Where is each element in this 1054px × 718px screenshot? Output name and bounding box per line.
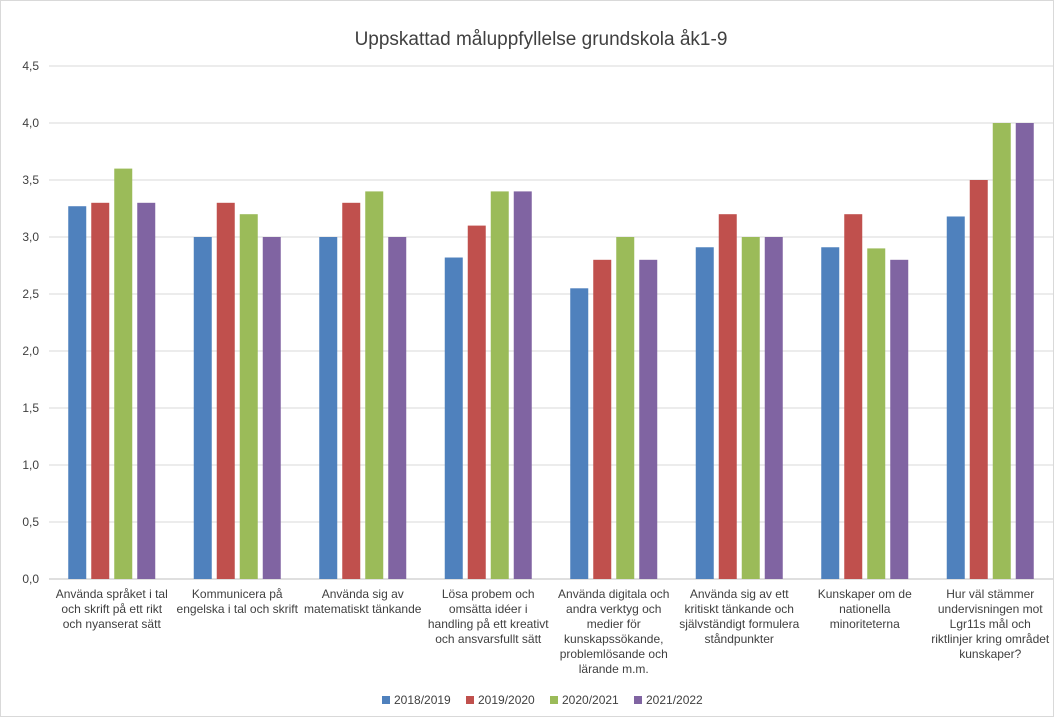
- bar: [867, 248, 886, 579]
- legend-label: 2021/2022: [646, 693, 703, 707]
- x-category-label: Lösa probem och omsätta idéer i handling p…: [428, 587, 549, 646]
- x-category-label: Använda sig av matematiskt tänkande: [304, 587, 422, 616]
- bar: [844, 214, 863, 579]
- legend-swatch: [550, 696, 558, 704]
- bar: [68, 206, 87, 579]
- bar: [114, 168, 133, 579]
- legend: 2018/2019 2019/2020 2020/2021 2021/2022: [382, 693, 703, 707]
- bar: [342, 202, 361, 580]
- bar: [695, 247, 714, 579]
- bar: [593, 259, 612, 579]
- bar: [570, 288, 589, 579]
- bar: [1015, 123, 1034, 579]
- bar: [639, 259, 658, 579]
- y-tick-label: 1,5: [22, 401, 39, 415]
- chart-title: Uppskattad måluppfyllelse grundskola åk1…: [355, 29, 728, 50]
- bar: [444, 257, 463, 579]
- y-tick-label: 3,0: [22, 230, 39, 244]
- bar: [992, 123, 1011, 579]
- y-tick-label: 2,0: [22, 344, 39, 358]
- bar: [91, 202, 110, 580]
- y-tick-label: 0,5: [22, 515, 39, 529]
- legend-swatch: [634, 696, 642, 704]
- bar: [741, 237, 760, 579]
- gridlines: [49, 65, 1053, 580]
- bar: [513, 191, 532, 579]
- x-category-label: Använda sig av ett kritiskt tänkande och s…: [679, 587, 799, 646]
- y-axis-ticks: 0,0 0,5 1,0 1,5 2,0 2,5 3,0 3,5 4,0 4,5: [22, 59, 39, 586]
- legend-swatch: [382, 696, 390, 704]
- bar: [718, 214, 737, 579]
- bar: [890, 259, 909, 579]
- bar: [467, 225, 486, 579]
- bar: [946, 216, 965, 580]
- y-tick-label: 4,0: [22, 116, 39, 130]
- bar: [616, 237, 635, 579]
- bars: [68, 123, 1034, 580]
- bar: [193, 237, 212, 579]
- x-category-label: Kunskaper om de nationella minoriteterna: [818, 587, 912, 631]
- x-category-label: Använda språket i tal och skrift på ett r…: [56, 587, 168, 631]
- bar: [821, 247, 840, 579]
- bar: [262, 237, 281, 579]
- bar: [365, 191, 384, 579]
- x-category-label: Hur väl stämmer undervisningen mot Lgr11s …: [931, 587, 1050, 661]
- bar: [137, 202, 156, 580]
- legend-label: 2018/2019: [394, 693, 451, 707]
- bar: [239, 214, 258, 579]
- y-tick-label: 0,0: [22, 572, 39, 586]
- y-tick-label: 3,5: [22, 173, 39, 187]
- y-tick-label: 1,0: [22, 458, 39, 472]
- bar: [319, 237, 338, 579]
- x-category-label: Använda digitala och andra verktyg och med…: [558, 587, 669, 676]
- bar: [490, 191, 509, 579]
- bar: [388, 237, 407, 579]
- legend-label: 2020/2021: [562, 693, 619, 707]
- x-category-label: Kommunicera på engelska i tal och skrift: [177, 587, 299, 616]
- y-tick-label: 4,5: [22, 59, 39, 73]
- bar: [216, 202, 235, 580]
- legend-label: 2019/2020: [478, 693, 535, 707]
- x-axis-categories: Använda språket i tal och skrift på ett r…: [56, 587, 1050, 676]
- y-tick-label: 2,5: [22, 287, 39, 301]
- bar: [764, 237, 783, 579]
- bar: [969, 180, 988, 579]
- legend-swatch: [466, 696, 474, 704]
